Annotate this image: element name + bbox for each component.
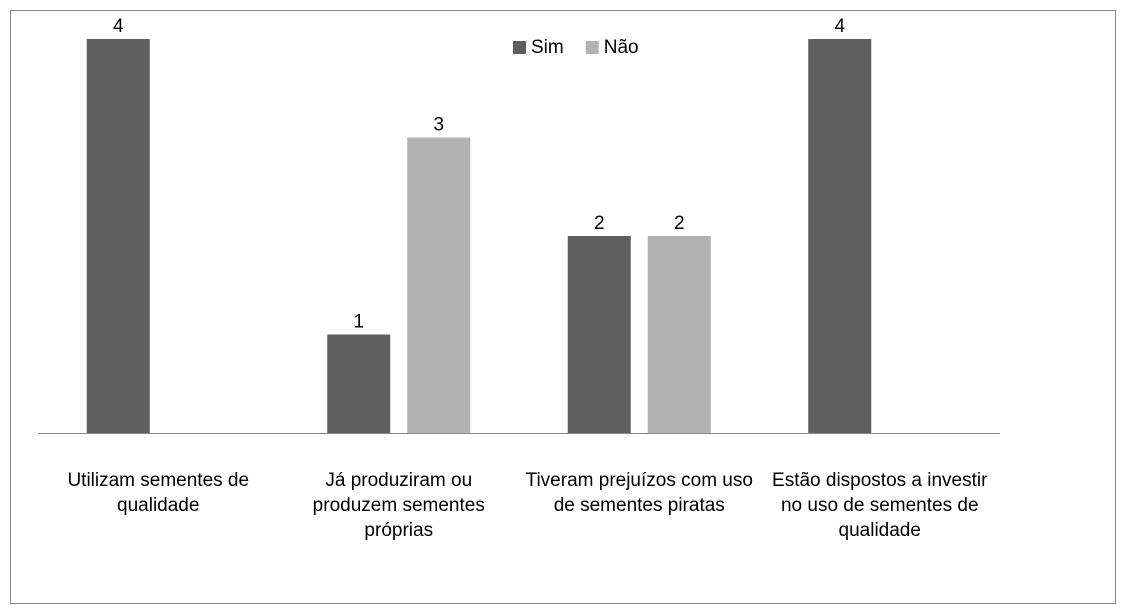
bar [327,334,391,433]
value-label: 2 [594,213,605,234]
bar [86,39,150,433]
chart-border [10,10,1116,604]
x-tick-label: Tiveram prejuízos com uso de sementes pi… [525,470,753,516]
bar [567,236,631,433]
value-label: 3 [433,115,444,136]
bar [808,39,872,433]
value-label: 4 [113,16,124,37]
value-label: 1 [353,312,364,333]
legend-swatch [513,41,526,54]
x-tick-label: Já produziram ou produzem sementes própr… [312,470,485,541]
value-label: 2 [674,213,685,234]
legend-swatch [585,41,599,54]
bar [647,236,711,433]
x-tick-label: Utilizam sementes de qualidade [67,470,250,516]
legend-label: Não [604,37,639,58]
bar [407,137,471,433]
x-tick-label: Estão dispostos a investir no uso de sem… [772,470,988,541]
value-label: 4 [834,16,845,37]
legend-label: Sim [531,37,564,58]
